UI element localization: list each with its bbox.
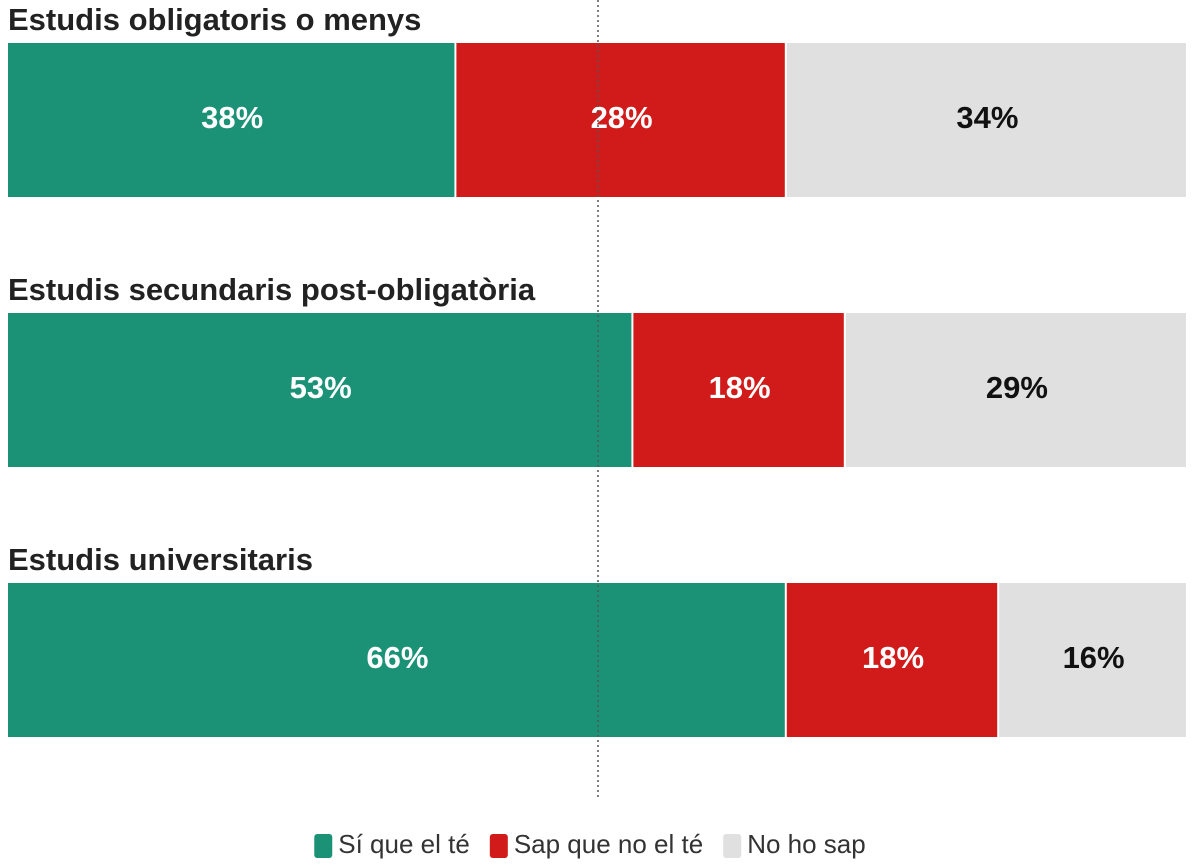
legend-label: Sí que el té — [338, 829, 470, 859]
value-label: 66% — [366, 640, 428, 675]
value-label: 29% — [986, 370, 1048, 405]
bar-segment — [8, 43, 455, 197]
bar-segment — [8, 583, 785, 737]
bar-segment — [845, 313, 1186, 467]
legend-swatch — [723, 834, 742, 858]
value-label: 34% — [956, 100, 1018, 135]
legend-swatch — [489, 834, 508, 858]
value-label: 16% — [1063, 640, 1125, 675]
row-title: Estudis secundaris post-obligatòria — [8, 272, 536, 307]
row-title: Estudis universitaris — [8, 542, 313, 577]
bar-segment — [786, 43, 1186, 197]
legend-swatch — [314, 834, 333, 858]
bar-segment — [456, 43, 785, 197]
value-label: 38% — [201, 100, 263, 135]
row-title: Estudis obligatoris o menys — [8, 2, 421, 37]
bar-segment — [786, 583, 998, 737]
bar-segment — [633, 313, 844, 467]
bar-segment — [8, 313, 632, 467]
value-label: 18% — [709, 370, 771, 405]
legend-label: No ho sap — [747, 829, 866, 859]
legend-label: Sap que no el té — [514, 829, 703, 859]
value-label: 18% — [862, 640, 924, 675]
value-label: 28% — [591, 100, 653, 135]
bar-segment — [999, 583, 1186, 737]
value-label: 53% — [290, 370, 352, 405]
